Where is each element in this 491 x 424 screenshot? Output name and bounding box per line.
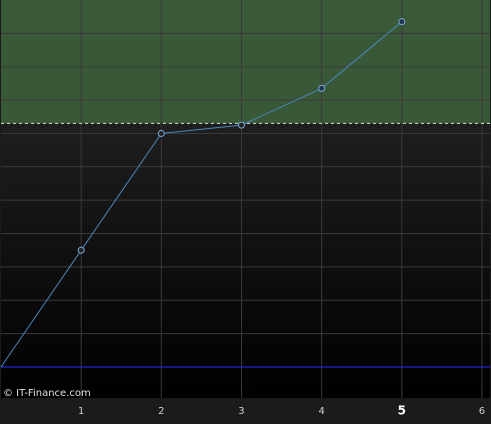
threshold-zone	[1, 0, 490, 124]
x-tick-label: 1	[78, 406, 84, 417]
point	[157, 129, 165, 137]
x-tick-label: 4	[318, 406, 324, 417]
point	[318, 84, 326, 92]
point	[77, 246, 85, 254]
x-tick-label: 2	[158, 406, 164, 417]
x-tick-label: 5	[398, 404, 406, 418]
watermark: © IT-Finance.com	[3, 388, 91, 399]
series-line	[0, 21, 403, 368]
x-tick-label: 3	[238, 406, 244, 417]
point	[237, 121, 245, 129]
x-tick-label: 6	[479, 406, 485, 417]
point	[398, 18, 406, 26]
